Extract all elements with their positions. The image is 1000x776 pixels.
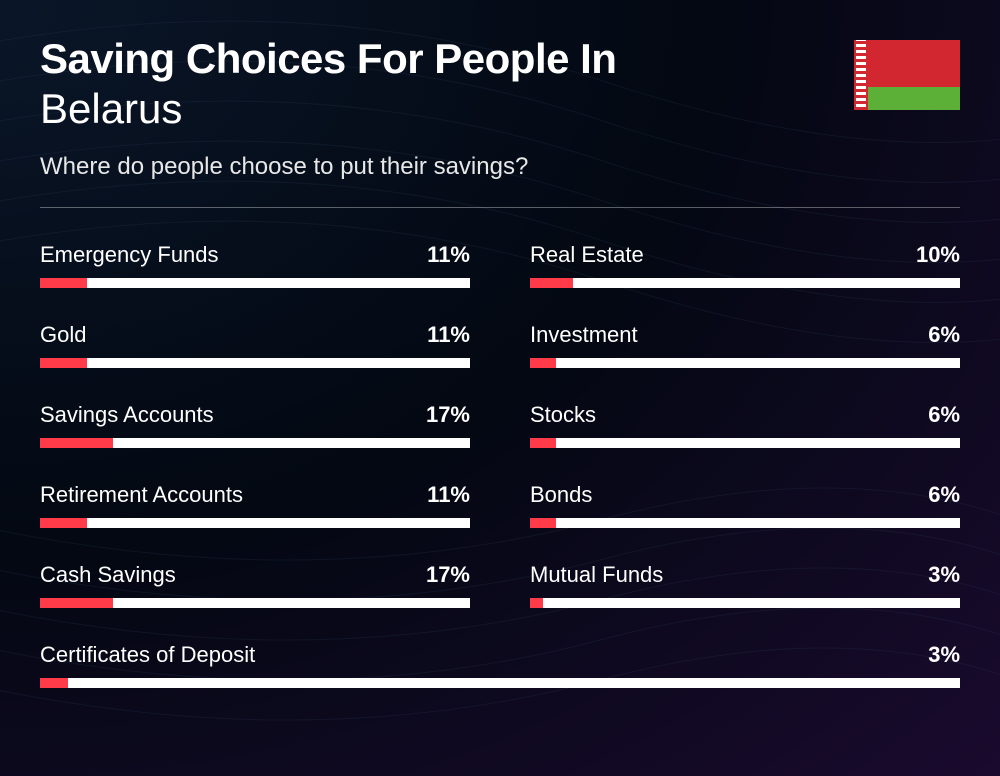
bar-value: 3% [928,642,960,668]
bar-track [530,358,960,368]
bar-track [530,438,960,448]
bar-track [530,278,960,288]
bar-track [530,518,960,528]
bar-item: Bonds 6% [530,482,960,528]
bar-value: 6% [928,482,960,508]
bar-label: Investment [530,322,638,348]
bar-value: 6% [928,322,960,348]
bar-fill [530,358,556,368]
bar-fill [40,438,113,448]
bar-label: Certificates of Deposit [40,642,255,668]
bar-item-header: Bonds 6% [530,482,960,508]
subtitle: Where do people choose to put their savi… [40,153,960,181]
bar-label: Real Estate [530,242,644,268]
bar-item: Investment 6% [530,322,960,368]
bar-item-header: Retirement Accounts 11% [40,482,470,508]
bar-label: Gold [40,322,86,348]
header-divider [40,207,960,208]
bar-item: Retirement Accounts 11% [40,482,470,528]
bar-label: Bonds [530,482,592,508]
bar-item-header: Gold 11% [40,322,470,348]
bar-item-header: Certificates of Deposit 3% [40,642,960,668]
title-line-1: Saving Choices For People In [40,36,960,82]
bar-item-header: Cash Savings 17% [40,562,470,588]
bar-item-header: Investment 6% [530,322,960,348]
bar-chart-grid: Emergency Funds 11% Real Estate 10% Gold 11% I… [40,242,960,688]
bar-fill [530,518,556,528]
bar-value: 11% [427,242,470,268]
bar-track [40,438,470,448]
title-line-2: Belarus [40,84,960,134]
bar-item: Mutual Funds 3% [530,562,960,608]
bar-item: Gold 11% [40,322,470,368]
bar-fill [40,518,87,528]
bar-value: 17% [426,402,470,428]
bar-item: Cash Savings 17% [40,562,470,608]
bar-track [40,518,470,528]
bar-fill [40,678,68,688]
bar-track [530,598,960,608]
bar-item-header: Savings Accounts 17% [40,402,470,428]
bar-label: Emergency Funds [40,242,219,268]
bar-value: 3% [928,562,960,588]
infographic-content: Saving Choices For People In Belarus Whe… [0,0,1000,724]
bar-item-header: Emergency Funds 11% [40,242,470,268]
bar-label: Mutual Funds [530,562,663,588]
bar-item: Emergency Funds 11% [40,242,470,288]
bar-item-header: Mutual Funds 3% [530,562,960,588]
bar-value: 6% [928,402,960,428]
bar-value: 11% [427,322,470,348]
bar-fill [530,438,556,448]
bar-item: Certificates of Deposit 3% [40,642,960,688]
bar-label: Cash Savings [40,562,176,588]
bar-item: Stocks 6% [530,402,960,448]
belarus-flag-icon [854,40,960,110]
bar-fill [40,278,87,288]
bar-track [40,358,470,368]
bar-fill [530,278,573,288]
bar-item: Real Estate 10% [530,242,960,288]
bar-item-header: Stocks 6% [530,402,960,428]
bar-label: Stocks [530,402,596,428]
bar-value: 10% [916,242,960,268]
bar-label: Retirement Accounts [40,482,243,508]
header: Saving Choices For People In Belarus Whe… [40,36,960,181]
bar-value: 17% [426,562,470,588]
bar-item: Savings Accounts 17% [40,402,470,448]
bar-item-header: Real Estate 10% [530,242,960,268]
bar-track [40,678,960,688]
bar-value: 11% [427,482,470,508]
bar-fill [40,358,87,368]
bar-label: Savings Accounts [40,402,214,428]
bar-fill [40,598,113,608]
bar-track [40,598,470,608]
bar-fill [530,598,543,608]
bar-track [40,278,470,288]
